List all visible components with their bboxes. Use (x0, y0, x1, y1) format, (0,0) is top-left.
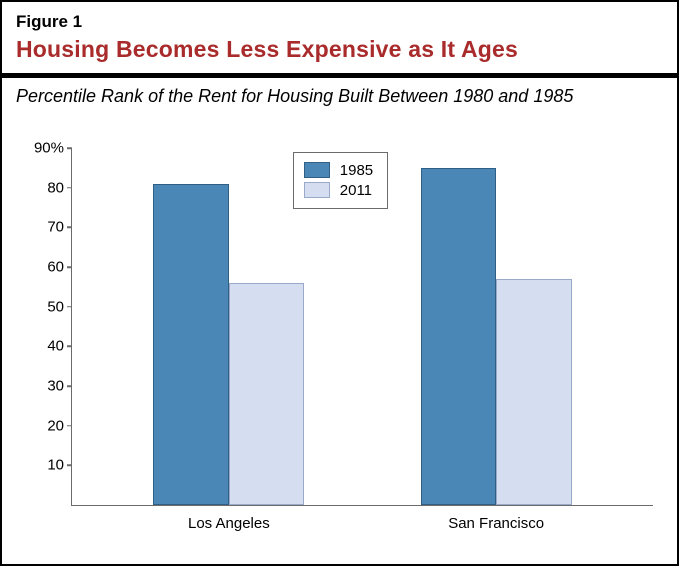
y-tick-label: 10 (47, 457, 64, 474)
y-tick-mark (67, 306, 72, 308)
legend-item: 1985 (304, 162, 373, 179)
y-tick-label: 70 (47, 219, 64, 236)
y-tick-mark (67, 227, 72, 229)
bar-2011-san-francisco (496, 279, 572, 505)
x-category-label: San Francisco (448, 515, 544, 532)
legend-label: 2011 (340, 182, 372, 199)
y-tick-label: 20 (47, 417, 64, 434)
x-category-label: Los Angeles (188, 515, 270, 532)
bar-1985-los-angeles (153, 184, 229, 505)
legend-label: 1985 (340, 162, 373, 179)
y-tick-mark (67, 465, 72, 467)
y-tick-label: 80 (47, 179, 64, 196)
plot-area: 102030405060708090%Los AngelesSan Franci… (71, 148, 653, 506)
legend-item: 2011 (304, 182, 373, 199)
bar-1985-san-francisco (421, 168, 497, 505)
y-tick-label: 60 (47, 259, 64, 276)
figure-header: Figure 1 Housing Becomes Less Expensive … (2, 2, 677, 69)
legend: 1985 2011 (293, 152, 388, 209)
y-tick-mark (67, 187, 72, 189)
figure-subtitle: Percentile Rank of the Rent for Housing … (2, 78, 677, 111)
y-tick-mark (67, 385, 72, 387)
chart-area: 10 20 30 40 50 60 70 80 90% Los Angeles San Franci… (16, 142, 663, 546)
y-tick-mark (67, 266, 72, 268)
figure-title: Housing Becomes Less Expensive as It Age… (16, 36, 663, 63)
figure-label: Figure 1 (16, 12, 663, 32)
y-tick-label: 50 (47, 298, 64, 315)
bar-2011-los-angeles (229, 283, 305, 505)
y-tick-mark (67, 425, 72, 427)
legend-swatch (304, 182, 330, 198)
figure-container: Figure 1 Housing Becomes Less Expensive … (0, 0, 679, 566)
y-tick-mark (67, 147, 72, 149)
y-tick-mark (67, 346, 72, 348)
y-tick-label: 40 (47, 338, 64, 355)
y-tick-label: 90% (34, 140, 64, 157)
legend-swatch (304, 162, 330, 178)
y-tick-label: 30 (47, 378, 64, 395)
